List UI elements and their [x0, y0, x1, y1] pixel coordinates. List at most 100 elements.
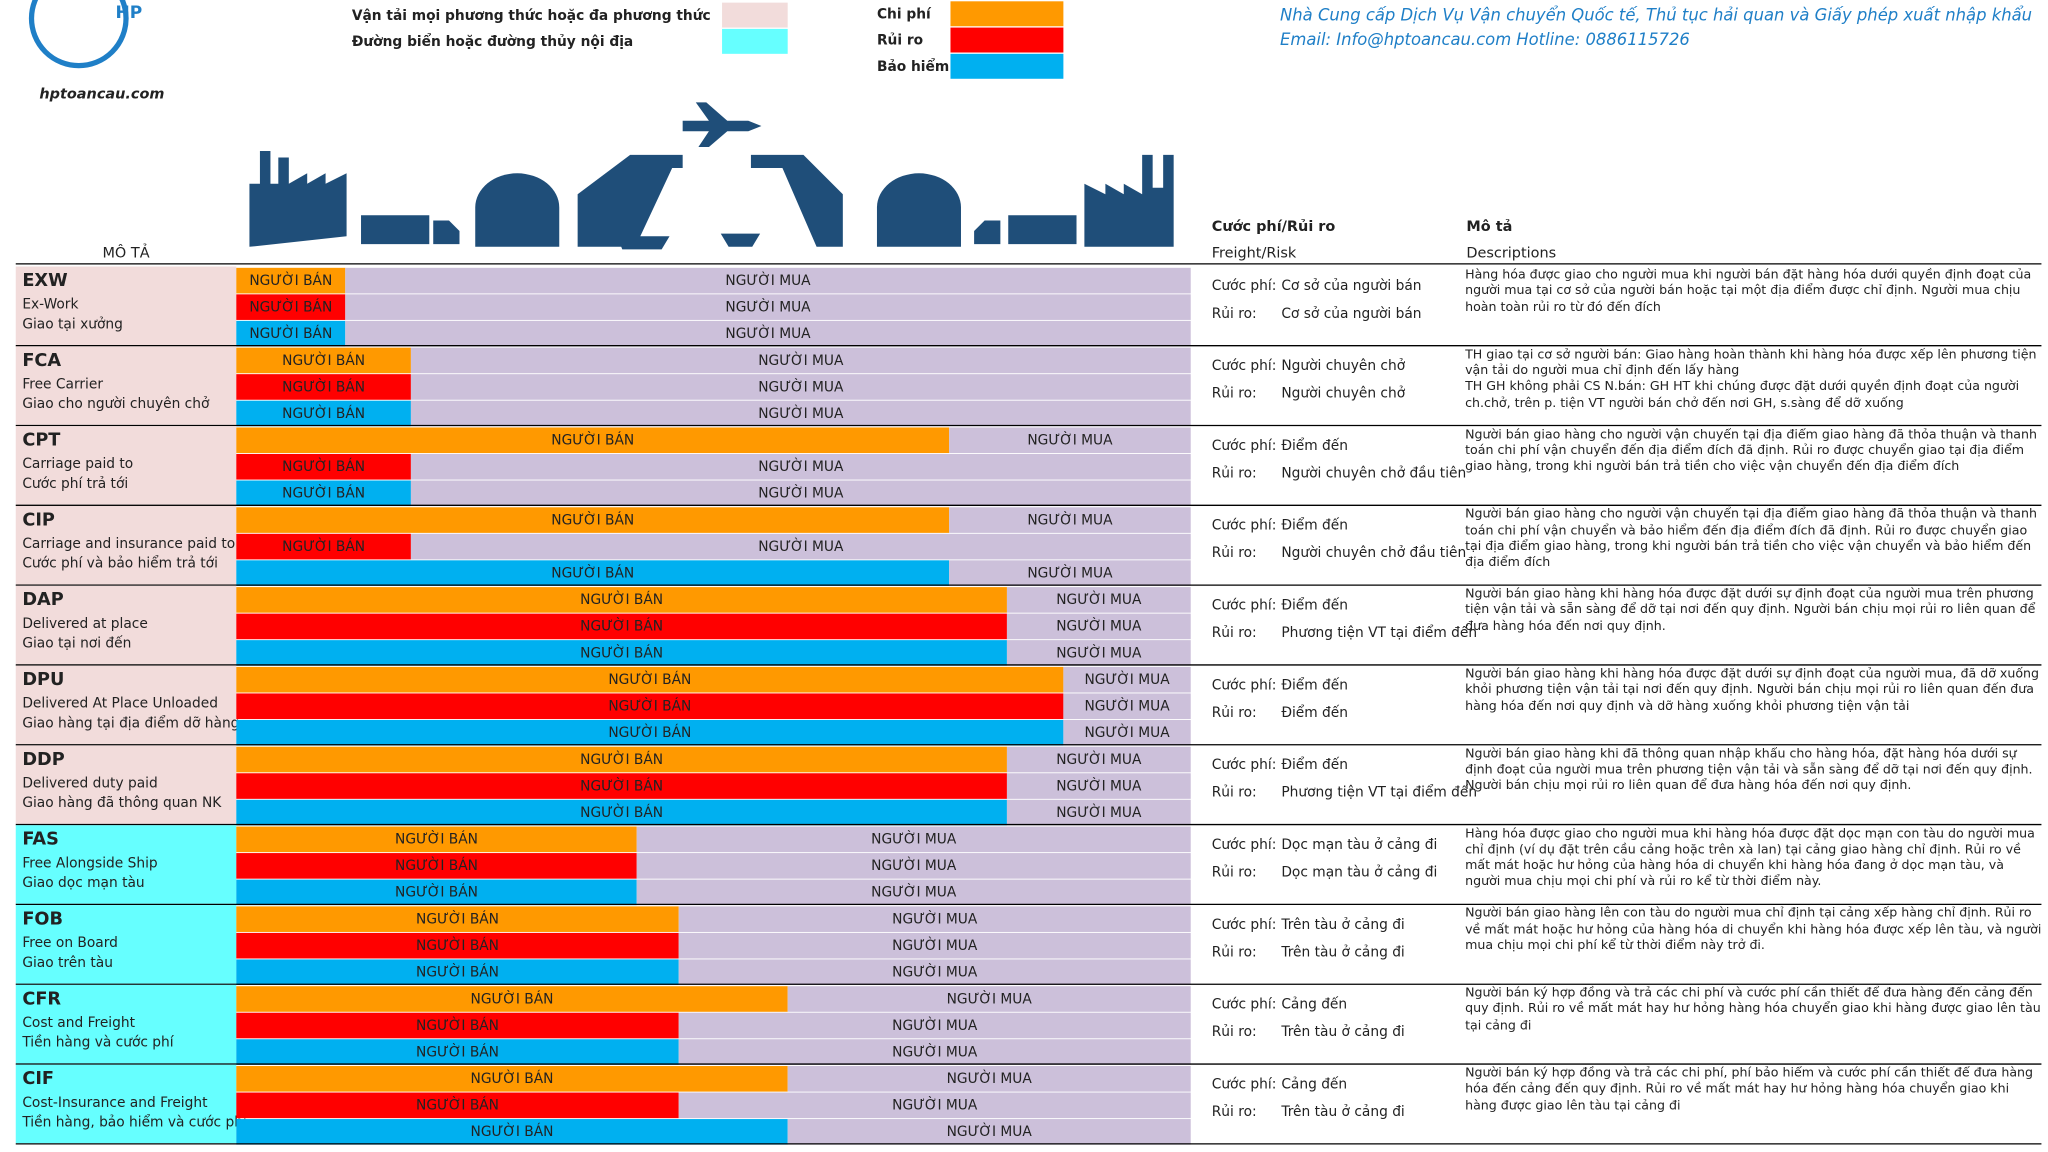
buyer-label: NGƯỜI MUA [892, 909, 978, 927]
legend-label: Chi phí [877, 6, 932, 22]
risk-key: Rủi ro: [1212, 865, 1257, 881]
risk-value: Dọc mạn tàu ở cảng đi [1281, 865, 1437, 881]
seller-bar [236, 1066, 788, 1092]
seller-label: NGƯỜI BÁN [416, 909, 499, 927]
incoterm-code: CPT [22, 431, 60, 451]
buyer-bar [1006, 799, 1191, 826]
buyer-label: NGƯỜI MUA [758, 351, 844, 369]
company: Nhà Cung cấp Dịch Vụ Vận chuyển Quốc tế,… [1280, 5, 2032, 24]
buyer-bar [410, 533, 1191, 560]
incoterm-vn: Tiền hàng và cước phí [21, 1034, 174, 1051]
cost-key: Cước phí: [1212, 757, 1277, 773]
plane-icon [682, 102, 762, 148]
seller-bar [236, 453, 411, 480]
buyer-bar [678, 1012, 1191, 1039]
seller-bar [236, 533, 411, 560]
buyer-label: NGƯỜI MUA [947, 989, 1033, 1007]
buyer-label: NGƯỜI MUA [1056, 803, 1142, 821]
buyer-label: NGƯỜI MUA [1056, 617, 1142, 635]
description: Hàng hóa được giao cho người mua khi hàn… [1465, 826, 2035, 890]
seller-bar [236, 507, 950, 533]
column-header: Cước phí/Rủi ro [1212, 219, 1336, 235]
legend-label: Đường biển hoặc đường thủy nội địa [352, 33, 633, 50]
description: Người bán giao hàng khi hàng hóa được đặ… [1465, 587, 2036, 634]
legend-label: Bảo hiểm [877, 58, 949, 75]
site: hptoancau.com [39, 87, 164, 103]
buyer-bar [678, 932, 1191, 959]
incoterm-en: Delivered at place [22, 616, 148, 632]
buyer-bar [678, 959, 1191, 986]
seller-bar [236, 879, 637, 906]
seller-label: NGƯỜI BÁN [471, 1069, 554, 1087]
buyer-label: NGƯỜI MUA [758, 404, 844, 422]
buyer-label: NGƯỜI MUA [1084, 697, 1170, 715]
risk-key: Rủi ro: [1212, 545, 1257, 561]
incoterm-vn: Giao tại xưởng [22, 316, 123, 332]
row-label-bg [15, 266, 237, 346]
seller-label: NGƯỜI BÁN [282, 404, 365, 422]
incoterm-vn: Tiền hàng, bảo hiểm và cước phí [21, 1113, 248, 1130]
cost-key: Cước phí: [1212, 837, 1277, 853]
buyer-bar [1006, 587, 1191, 613]
incoterm-code: DDP [22, 750, 64, 770]
seller-bar [236, 932, 679, 959]
buyer-label: NGƯỜI MUA [1056, 776, 1142, 794]
seller-label: NGƯỜI BÁN [395, 883, 478, 901]
seller-label: NGƯỜI BÁN [395, 856, 478, 874]
cost-key: Cước phí: [1212, 997, 1277, 1013]
seller-label: NGƯỜI BÁN [580, 643, 663, 661]
description: Người bán ký hợp đồng và trả các chi phí… [1465, 986, 2041, 1033]
buyer-label: NGƯỜI MUA [725, 324, 811, 342]
incoterm-en: Delivered duty paid [22, 775, 157, 791]
row-label-bg [15, 346, 237, 425]
cost-value: Cảng đến [1281, 1075, 1347, 1092]
logo-text: HP [116, 3, 143, 23]
cost-value: Dọc mạn tàu ở cảng đi [1281, 837, 1437, 853]
seller-label: NGƯỜI BÁN [249, 297, 332, 315]
buyer-bar [1006, 613, 1191, 640]
buyer-label: NGƯỜI MUA [892, 1042, 978, 1060]
buyer-label: NGƯỜI MUA [1027, 510, 1113, 528]
seller-label: NGƯỜI BÁN [249, 324, 332, 342]
illustration [249, 102, 1174, 250]
buyer-bar [949, 507, 1191, 533]
buyer-bar [410, 400, 1191, 427]
buyer-label: NGƯỜI MUA [725, 297, 811, 315]
description-box: Người bán ký hợp đồng và trả các chi phí… [1465, 986, 2041, 1033]
seller-bar [236, 906, 679, 932]
buyer-bar [678, 1039, 1191, 1065]
seller-bar [236, 986, 788, 1012]
cost-key: Cước phí: [1212, 597, 1277, 613]
description: TH giao tại cơ sở người bán: Giao hàng h… [1465, 347, 2037, 411]
seller-label: NGƯỜI BÁN [249, 271, 332, 289]
buyer-label: NGƯỜI MUA [1084, 670, 1170, 688]
description: Người bán ký hợp đồng và trả các chi phí… [1465, 1066, 2034, 1113]
truck-icon [974, 215, 1077, 245]
column-header: MÔ TẢ [102, 243, 149, 261]
buyer-label: NGƯỜI MUA [725, 271, 811, 289]
row-label-bg [15, 505, 237, 585]
legend-swatch [722, 2, 788, 28]
incoterm-vn: Giao hàng tại địa điểm dỡ hàng [22, 714, 239, 731]
seller-bar [236, 719, 1064, 746]
seller-bar [236, 613, 1007, 640]
description: Người bán giao hàng khi hàng hóa được đặ… [1465, 666, 2040, 714]
cost-value: Cơ sở của người bán [1281, 278, 1421, 294]
seller-bar [236, 826, 637, 853]
seller-label: NGƯỜI BÁN [416, 1042, 499, 1060]
seller-label: NGƯỜI BÁN [471, 1122, 554, 1140]
risk-value: Người chuyên chở [1281, 386, 1405, 402]
risk-value: Điểm đến [1281, 704, 1348, 721]
seller-bar [236, 746, 1007, 773]
risk-key: Rủi ro: [1212, 1104, 1257, 1120]
seller-label: NGƯỜI BÁN [580, 750, 663, 768]
incoterm-code: DPU [22, 670, 64, 690]
seller-bar [236, 773, 1007, 799]
logo: HP [28, 0, 143, 69]
seller-bar [236, 480, 411, 507]
column-header: Descriptions [1466, 245, 1556, 261]
buyer-label: NGƯỜI MUA [1056, 590, 1142, 608]
cost-value: Điểm đến [1281, 437, 1348, 454]
description-box: Người bán ký hợp đồng và trả các chi phí… [1465, 1066, 2034, 1113]
buyer-bar [636, 853, 1191, 879]
